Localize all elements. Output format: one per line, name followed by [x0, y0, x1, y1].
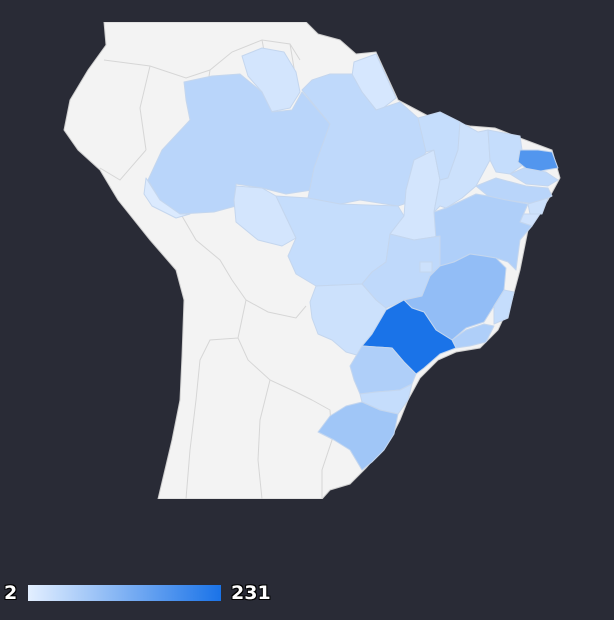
legend-max-label: 231 — [231, 582, 271, 604]
state-espirito-santo[interactable] — [493, 289, 515, 325]
states-layer — [143, 47, 559, 471]
legend-gradient-bar — [28, 585, 221, 601]
state-paraiba[interactable] — [509, 167, 559, 187]
state-rio-de-janeiro[interactable] — [451, 323, 495, 349]
state-ceara[interactable] — [487, 129, 525, 175]
state-alagoas[interactable] — [527, 197, 549, 215]
state-roraima[interactable] — [241, 47, 301, 113]
state-distrito-federal[interactable] — [419, 261, 433, 273]
state-acre[interactable] — [143, 177, 191, 219]
state-rio-grande-do-sul[interactable] — [317, 401, 399, 471]
legend-min-label: 2 — [4, 582, 18, 604]
state-rio-grande-do-norte[interactable] — [517, 149, 559, 173]
state-rondonia[interactable] — [233, 185, 297, 247]
